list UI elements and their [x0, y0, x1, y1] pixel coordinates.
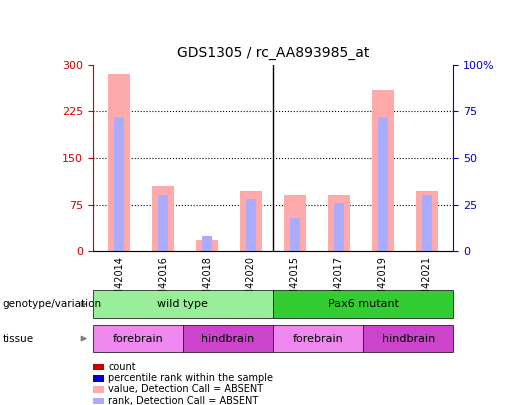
- Bar: [240, 191, 262, 251]
- Text: count: count: [108, 362, 136, 371]
- Bar: [416, 191, 438, 251]
- Bar: [334, 202, 344, 251]
- Bar: [158, 195, 168, 251]
- Bar: [328, 195, 350, 251]
- Text: forebrain: forebrain: [112, 334, 163, 343]
- Bar: [284, 195, 306, 251]
- Bar: [372, 90, 394, 251]
- Bar: [114, 117, 124, 251]
- Text: genotype/variation: genotype/variation: [3, 299, 101, 309]
- Bar: [378, 117, 388, 251]
- Text: tissue: tissue: [3, 334, 33, 343]
- Bar: [290, 217, 300, 251]
- Text: Pax6 mutant: Pax6 mutant: [328, 299, 399, 309]
- Bar: [108, 74, 130, 251]
- Text: hindbrain: hindbrain: [201, 334, 254, 343]
- Title: GDS1305 / rc_AA893985_at: GDS1305 / rc_AA893985_at: [177, 46, 369, 60]
- Text: rank, Detection Call = ABSENT: rank, Detection Call = ABSENT: [108, 396, 259, 405]
- Bar: [152, 186, 174, 251]
- Bar: [196, 240, 218, 251]
- Text: forebrain: forebrain: [293, 334, 344, 343]
- Text: percentile rank within the sample: percentile rank within the sample: [108, 373, 273, 383]
- Text: value, Detection Call = ABSENT: value, Detection Call = ABSENT: [108, 384, 263, 394]
- Bar: [422, 195, 432, 251]
- Text: hindbrain: hindbrain: [382, 334, 435, 343]
- Text: wild type: wild type: [158, 299, 208, 309]
- Bar: [202, 236, 212, 251]
- Bar: [246, 199, 256, 251]
